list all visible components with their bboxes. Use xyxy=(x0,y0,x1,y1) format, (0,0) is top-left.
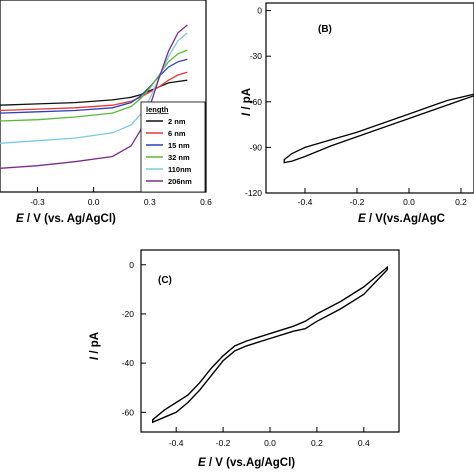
panel-a-legend-box xyxy=(140,101,206,193)
panel-a-legend-label-0: 2 nm xyxy=(168,117,186,126)
panel-c-y-ticks: 0 -20 -40 -60 xyxy=(122,260,146,417)
panel-c-x-tick-label-1: -0.2 xyxy=(216,438,231,448)
panel-c: (C) 0-20-40-60 -0.4 -0.2 0.0 0.2 0.4 I / pA … xyxy=(89,249,400,469)
panel-b-label: (B) xyxy=(318,24,332,35)
panel-a-x-tick-label-0: -0.3 xyxy=(30,197,45,207)
panel-b-x-tick-label-1: -0.2 xyxy=(350,197,365,207)
panel-b-cv-line xyxy=(283,93,474,164)
panel-b-frame xyxy=(265,2,474,194)
panel-c-cv-line xyxy=(152,265,388,424)
panel-a-curves xyxy=(0,24,188,169)
panel-a-x-axis-label-symbol: E xyxy=(16,213,24,225)
panel-a-x-axis-label-text: / V (vs. Ag/AgCl) xyxy=(24,213,116,225)
panel-a-legend-label-2: 15 nm xyxy=(168,141,190,150)
panel-b-x-axis-label-symbol: E xyxy=(358,213,366,225)
panel-b-y-tick-label-3: -90 xyxy=(250,142,263,152)
panel-c-x-tick-label-3: 0.2 xyxy=(311,438,323,448)
panel-a-x-axis-label: E / V (vs. Ag/AgCl) xyxy=(16,213,116,225)
panel-a-frame xyxy=(0,0,207,193)
panel-b-y-axis-label-symbol: I xyxy=(241,112,253,116)
panel-b-y-axis-label: I / pA xyxy=(241,88,253,116)
panel-a-series-0-line xyxy=(0,79,188,106)
panel-c-y-tick-label-3: -60 xyxy=(122,407,135,417)
panel-a-x-tick-label-3: 0.6 xyxy=(200,197,212,207)
panel-b-y-tick-label-1: -30 xyxy=(250,51,263,61)
panel-b-x-ticks: -0.4 -0.2 0.0 0.2 xyxy=(298,188,467,207)
panel-b-curve xyxy=(283,93,474,164)
panel-a-series-1-line xyxy=(0,71,188,112)
panel-a-x-tick-label-2: 0.3 xyxy=(144,197,156,207)
panel-b-y-tick-label-2: -60 xyxy=(250,97,263,107)
panel-b: (B) 0 -30 -60 -90 -120 -0.4 -0.2 0.0 0.2 I / pA… xyxy=(241,2,474,225)
panel-c-x-ticks: -0.4 -0.2 0.0 0.2 0.4 xyxy=(169,427,370,448)
panel-c-label: (C) xyxy=(158,275,172,286)
panel-a-legend-label-3: 32 nm xyxy=(168,153,190,162)
panel-c-y-axis-label: I / pA xyxy=(89,332,101,360)
panel-a-series-4-line xyxy=(0,32,188,144)
panel-a-series-5-line xyxy=(0,24,188,169)
panel-c-y-axis-label-symbol: I xyxy=(89,356,101,360)
panel-a-legend: length 2 nm 6 nm 15 nm 32 nm 110nm 206nm xyxy=(140,101,206,193)
panel-b-y-ticks: 0 -30 -60 -90 -120 xyxy=(245,6,271,198)
panel-a-legend-label-1: 6 nm xyxy=(168,129,186,138)
panel-c-frame xyxy=(140,249,400,433)
panel-b-y-axis-label-text: / pA xyxy=(241,88,253,113)
panel-a-x-tick-label-1: 0.0 xyxy=(88,197,100,207)
panel-b-y-tick-label-0: 0 xyxy=(257,6,262,16)
panel-b-x-tick-label-3: 0.2 xyxy=(455,197,467,207)
panel-c-x-axis-label-text: / V (vs.Ag/AgCl) xyxy=(206,457,296,469)
panel-b-x-axis-label-text: / V(vs.Ag/AgC xyxy=(366,213,445,225)
panel-c-y-tick-label-1: -20 xyxy=(122,309,135,319)
panel-a-series-2-line xyxy=(0,58,188,114)
panel-c-x-tick-label-0: -0.4 xyxy=(169,438,184,448)
panel-c-x-axis-label-symbol: E xyxy=(198,457,206,469)
panel-a: -0.3 0.0 0.3 0.6 E / V (vs. Ag/AgCl) length… xyxy=(0,0,212,225)
panel-c-x-tick-label-4: 0.4 xyxy=(358,438,370,448)
panel-b-x-axis-label: E / V(vs.Ag/AgC xyxy=(358,213,445,225)
panel-b-x-tick-label-2: 0.0 xyxy=(403,197,415,207)
panel-a-legend-label-4: 110nm xyxy=(168,165,192,174)
panel-b-y-tick-label-4: -120 xyxy=(245,188,262,198)
panel-b-x-tick-label-0: -0.4 xyxy=(298,197,313,207)
panel-c-y-tick-label-0: 0 xyxy=(129,260,134,270)
panel-a-series-3-line xyxy=(0,49,188,122)
panel-a-legend-items: 2 nm 6 nm 15 nm 32 nm 110nm 206nm xyxy=(146,117,192,186)
panel-c-curve xyxy=(152,265,388,424)
panel-a-legend-title: length xyxy=(146,105,169,114)
panel-c-x-tick-label-2: 0.0 xyxy=(264,438,276,448)
panel-c-y-axis-label-text: / pA xyxy=(89,332,101,357)
panel-c-x-axis-label: E / V (vs.Ag/AgCl) xyxy=(198,457,295,469)
panel-a-legend-label-5: 206nm xyxy=(168,177,192,186)
panel-c-y-tick-label-2: -40 xyxy=(122,358,135,368)
